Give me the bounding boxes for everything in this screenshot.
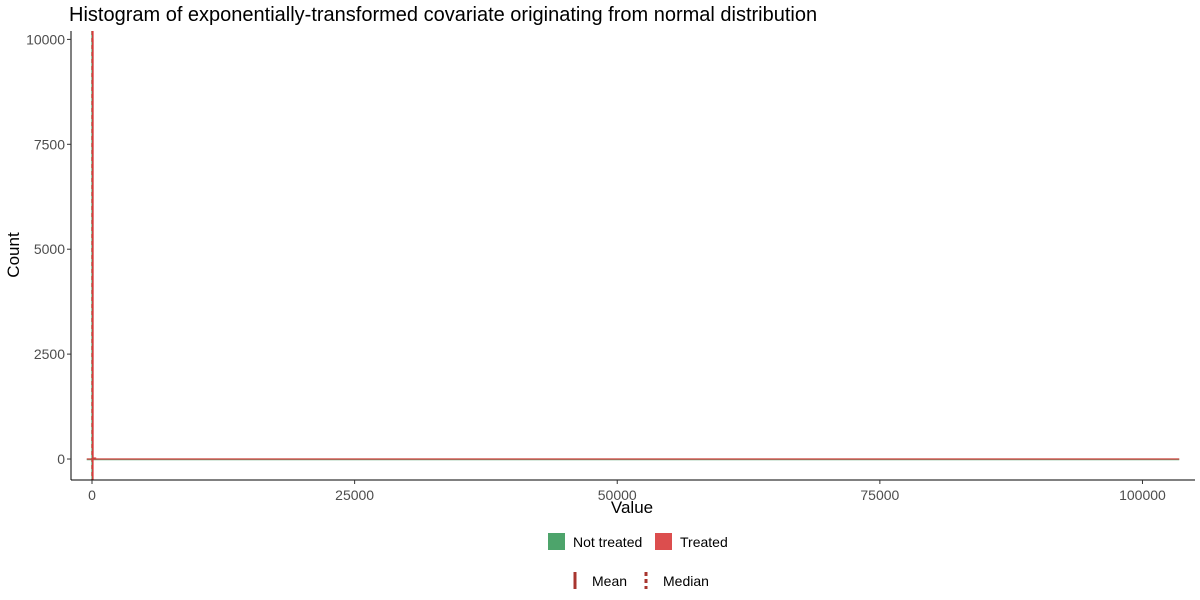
- y-tick-label: 5000: [34, 241, 65, 257]
- y-tick-label: 7500: [34, 136, 65, 152]
- legend-swatch-not-treated: [548, 533, 565, 550]
- y-axis-ticks: 0 2500 5000 7500 10000: [26, 31, 71, 467]
- histogram-bar-treated: [93, 457, 97, 460]
- x-tick-label: 75000: [860, 487, 899, 503]
- chart-title: Histogram of exponentially-transformed c…: [69, 4, 817, 26]
- legend-label-median: Median: [663, 573, 709, 589]
- legend-line: Mean Median: [573, 572, 709, 589]
- legend-fill: Not treated Treated: [548, 533, 728, 550]
- x-tick-label: 50000: [598, 487, 637, 503]
- y-tick-label: 2500: [34, 346, 65, 362]
- x-axis-ticks: 0 25000 50000 75000 100000: [88, 480, 1166, 503]
- legend-label-treated: Treated: [680, 534, 728, 550]
- x-tick-label: 25000: [335, 487, 374, 503]
- y-axis-title: Count: [4, 232, 23, 278]
- legend-swatch-treated: [655, 533, 672, 550]
- x-axis-title: Value: [611, 498, 653, 517]
- x-tick-label: 0: [88, 487, 96, 503]
- y-tick-label: 10000: [26, 31, 65, 47]
- legend-label-not-treated: Not treated: [573, 534, 642, 550]
- y-tick-label: 0: [57, 451, 65, 467]
- plot-area: [86, 31, 1180, 480]
- legend-label-mean: Mean: [592, 573, 627, 589]
- x-tick-label: 100000: [1119, 487, 1166, 503]
